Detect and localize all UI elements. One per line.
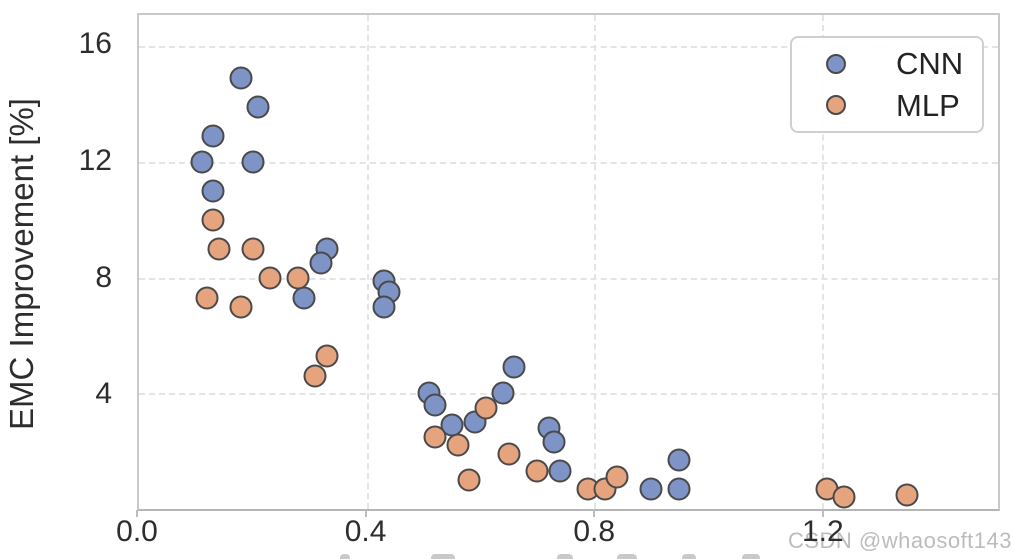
data-point-cnn: [246, 95, 270, 119]
data-point-cnn: [190, 150, 214, 174]
legend-entry-mlp: MLP: [826, 90, 982, 121]
data-point-mlp: [457, 468, 481, 492]
data-point-mlp: [832, 485, 856, 509]
x-tick-mark: [136, 510, 138, 517]
x-axis-tick-labels: 0.0 0.4 0.8 1.2: [116, 510, 1000, 555]
data-point-mlp: [195, 286, 219, 310]
data-point-cnn: [423, 393, 447, 417]
data-point-mlp: [201, 208, 225, 232]
data-point-mlp: [315, 344, 339, 368]
data-point-cnn: [667, 448, 691, 472]
data-point-cnn: [201, 124, 225, 148]
legend: CNN MLP: [790, 36, 984, 133]
y-axis-tick-labels: 4 8 12 16: [0, 13, 112, 511]
cropped-axis-label-remnant: [137, 552, 1000, 559]
x-tick-mark: [593, 510, 596, 517]
watermark: CSDN @whaosoft143: [787, 528, 1012, 553]
data-point-mlp: [446, 433, 470, 457]
y-tick-label: 12: [78, 144, 112, 178]
data-point-mlp: [895, 483, 919, 507]
data-point-mlp: [303, 364, 327, 388]
data-point-mlp: [423, 425, 447, 449]
data-point-cnn: [667, 477, 691, 501]
v-gridline: [594, 15, 597, 509]
data-point-mlp: [474, 396, 498, 420]
data-point-cnn: [542, 430, 566, 454]
data-point-mlp: [207, 237, 231, 261]
legend-label-cnn: CNN: [896, 46, 964, 82]
data-point-cnn: [639, 477, 663, 501]
x-tick-label: 0.8: [573, 515, 616, 548]
x-tick-label: 0.0: [116, 515, 158, 548]
h-gridline: [139, 393, 998, 396]
data-point-mlp: [229, 295, 253, 319]
x-tick-mark: [821, 510, 824, 517]
data-point-cnn: [309, 251, 333, 275]
plot-area: CNN MLP: [137, 13, 1000, 511]
data-point-cnn: [491, 381, 515, 405]
data-point-mlp: [286, 266, 310, 290]
mlp-marker-icon: [826, 95, 846, 116]
y-tick-label: 8: [95, 260, 112, 294]
data-point-cnn: [229, 66, 253, 90]
data-point-mlp: [605, 465, 629, 489]
h-gridline: [139, 46, 998, 49]
data-point-cnn: [502, 355, 526, 379]
legend-label-mlp: MLP: [896, 87, 960, 123]
data-point-cnn: [292, 286, 316, 310]
x-tick-label: 1.2: [801, 515, 844, 548]
data-point-mlp: [241, 237, 265, 261]
data-point-mlp: [258, 266, 282, 290]
y-tick-label: 16: [78, 27, 112, 61]
data-point-mlp: [525, 459, 549, 483]
data-point-cnn: [548, 459, 572, 483]
y-tick-label: 4: [95, 377, 112, 411]
data-point-cnn: [201, 179, 225, 203]
v-gridline: [366, 15, 369, 509]
legend-entry-cnn: CNN: [826, 48, 982, 79]
x-tick-label: 0.4: [344, 515, 387, 548]
data-point-cnn: [241, 150, 265, 174]
v-gridline: [821, 15, 824, 509]
x-tick-mark: [364, 510, 367, 517]
cnn-marker-icon: [826, 53, 846, 74]
data-point-mlp: [497, 442, 521, 466]
h-gridline: [139, 277, 998, 280]
h-gridline: [139, 161, 998, 164]
data-point-cnn: [372, 295, 396, 319]
